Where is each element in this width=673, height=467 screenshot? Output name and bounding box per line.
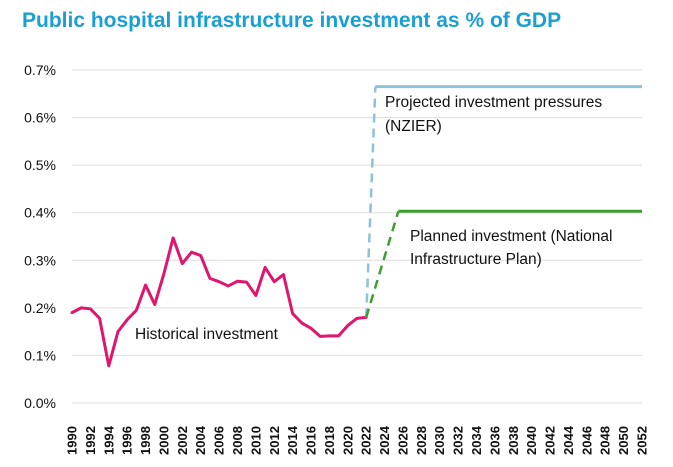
x-tick-label: 2042 (543, 426, 558, 455)
x-axis-ticks: 1990 1992 1994 1996 1998 2000 2002 2004 2006 2008… (65, 425, 650, 455)
x-tick-label: 2006 (212, 426, 227, 455)
y-tick-label: 0.2% (24, 300, 56, 316)
x-tick-label: 2028 (414, 426, 429, 455)
x-tick-label: 2000 (156, 426, 171, 455)
x-tick-label: 2046 (579, 426, 594, 455)
x-tick-label: 2018 (322, 426, 337, 455)
annotation-planned-line1: Planned investment (National (410, 228, 612, 245)
x-tick-label: 1996 (120, 426, 135, 455)
x-tick-label: 2022 (359, 426, 374, 455)
chart-title: Public hospital infrastructure investmen… (22, 9, 562, 32)
x-tick-label: 2004 (193, 425, 208, 455)
x-tick-label: 2010 (248, 426, 263, 455)
x-tick-label: 2052 (635, 426, 650, 455)
x-tick-label: 1994 (101, 425, 116, 455)
y-tick-label: 0.5% (24, 157, 56, 173)
y-tick-label: 0.4% (24, 205, 56, 221)
x-tick-label: 2016 (304, 426, 319, 455)
x-tick-label: 2012 (267, 426, 282, 455)
y-tick-label: 0.0% (24, 395, 56, 411)
series-line-2-dashed-segment (364, 210, 400, 318)
x-tick-label: 2032 (451, 426, 466, 455)
annotation-planned-line2: Infrastructure Plan) (410, 251, 542, 268)
x-tick-label: 2026 (395, 426, 410, 455)
x-tick-label: 2030 (432, 426, 447, 455)
x-tick-label: 2038 (506, 426, 521, 455)
x-tick-label: 1990 (65, 426, 80, 455)
x-tick-label: 2036 (487, 426, 502, 455)
grid-lines (72, 69, 642, 404)
y-tick-label: 0.7% (24, 62, 56, 78)
x-tick-label: 2014 (285, 425, 300, 455)
x-tick-label: 2008 (230, 426, 245, 455)
series-lines (70, 85, 642, 368)
y-tick-label: 0.1% (24, 347, 56, 363)
x-tick-label: 2002 (175, 426, 190, 455)
x-tick-label: 2048 (598, 426, 613, 455)
x-tick-label: 2024 (377, 425, 392, 455)
annotation-projected-line2: (NZIER) (385, 118, 442, 135)
y-tick-label: 0.6% (24, 110, 56, 126)
x-tick-label: 1998 (138, 426, 153, 455)
x-tick-label: 2040 (524, 426, 539, 455)
x-tick-label: 2050 (616, 426, 631, 455)
series-line-historical (70, 236, 368, 368)
x-tick-label: 1992 (83, 426, 98, 455)
annotation-projected-line1: Projected investment pressures (385, 94, 602, 111)
x-tick-label: 2034 (469, 425, 484, 455)
annotation-historical: Historical investment (135, 326, 279, 343)
x-tick-label: 2020 (340, 426, 355, 455)
y-tick-label: 0.3% (24, 252, 56, 268)
series-line-1-dashed-segment (364, 86, 377, 318)
x-tick-label: 2044 (561, 425, 576, 455)
y-axis-ticks: 0.0% 0.1% 0.2% 0.3% 0.4% 0.5% 0.6% 0.7% (24, 62, 56, 411)
